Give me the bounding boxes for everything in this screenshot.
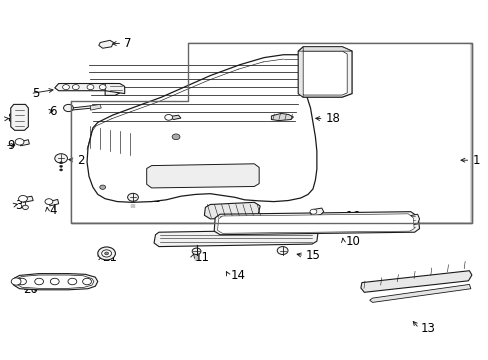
Circle shape — [72, 85, 79, 90]
Polygon shape — [298, 47, 351, 97]
Polygon shape — [217, 214, 413, 233]
Circle shape — [60, 165, 62, 167]
Polygon shape — [90, 104, 101, 110]
Circle shape — [35, 278, 43, 285]
Text: 3: 3 — [15, 199, 22, 212]
Polygon shape — [87, 55, 316, 202]
Circle shape — [277, 247, 287, 255]
Text: 2: 2 — [152, 192, 159, 204]
Polygon shape — [99, 40, 113, 48]
Text: 11: 11 — [194, 251, 209, 264]
Circle shape — [50, 278, 59, 285]
Text: 10: 10 — [345, 235, 359, 248]
Polygon shape — [55, 84, 120, 95]
Circle shape — [100, 185, 105, 189]
Circle shape — [102, 250, 111, 257]
Polygon shape — [271, 113, 293, 121]
Polygon shape — [49, 199, 59, 206]
Circle shape — [99, 85, 106, 90]
Circle shape — [63, 104, 73, 112]
Text: 19: 19 — [208, 109, 223, 122]
Circle shape — [87, 85, 94, 90]
Polygon shape — [105, 84, 124, 94]
Text: 16: 16 — [345, 210, 360, 222]
Bar — [72, 44, 469, 222]
Polygon shape — [369, 284, 470, 302]
Polygon shape — [154, 230, 317, 247]
Text: 14: 14 — [230, 269, 245, 282]
Circle shape — [164, 114, 172, 120]
Circle shape — [309, 209, 316, 214]
Circle shape — [104, 252, 108, 255]
Text: 18: 18 — [325, 112, 340, 125]
Circle shape — [45, 199, 53, 204]
Polygon shape — [300, 51, 346, 95]
Polygon shape — [168, 115, 181, 120]
Polygon shape — [214, 212, 419, 235]
Polygon shape — [12, 274, 98, 290]
Polygon shape — [68, 106, 93, 110]
Text: 4: 4 — [49, 204, 57, 217]
Circle shape — [68, 278, 77, 285]
Circle shape — [98, 247, 115, 260]
Circle shape — [60, 169, 62, 171]
Circle shape — [22, 205, 28, 210]
Polygon shape — [71, 43, 471, 223]
Polygon shape — [204, 202, 260, 219]
Polygon shape — [309, 208, 323, 216]
Text: 6: 6 — [49, 105, 57, 118]
Polygon shape — [360, 271, 471, 292]
Circle shape — [127, 193, 138, 201]
Text: 5: 5 — [32, 87, 40, 100]
Text: 13: 13 — [420, 322, 435, 335]
Polygon shape — [22, 196, 33, 202]
Circle shape — [55, 154, 67, 163]
Circle shape — [18, 278, 26, 285]
Text: 1: 1 — [471, 154, 479, 167]
Text: 17: 17 — [242, 202, 257, 215]
Text: 7: 7 — [124, 37, 131, 50]
Polygon shape — [11, 104, 28, 130]
Polygon shape — [146, 164, 259, 188]
Circle shape — [172, 134, 180, 140]
Circle shape — [19, 195, 27, 202]
Circle shape — [192, 248, 201, 255]
Text: 21: 21 — [102, 251, 117, 264]
Circle shape — [11, 278, 21, 285]
Circle shape — [82, 278, 91, 285]
Circle shape — [60, 162, 62, 164]
Text: 15: 15 — [305, 249, 320, 262]
Polygon shape — [303, 47, 351, 51]
Circle shape — [62, 85, 69, 90]
Circle shape — [15, 139, 24, 145]
Polygon shape — [405, 214, 419, 225]
Text: 20: 20 — [23, 283, 38, 296]
Polygon shape — [298, 51, 303, 97]
Text: 12: 12 — [397, 215, 412, 228]
Text: 2: 2 — [77, 154, 84, 167]
Polygon shape — [20, 140, 29, 146]
Text: 9: 9 — [7, 139, 14, 152]
Polygon shape — [16, 275, 94, 288]
Text: 8: 8 — [7, 112, 14, 125]
